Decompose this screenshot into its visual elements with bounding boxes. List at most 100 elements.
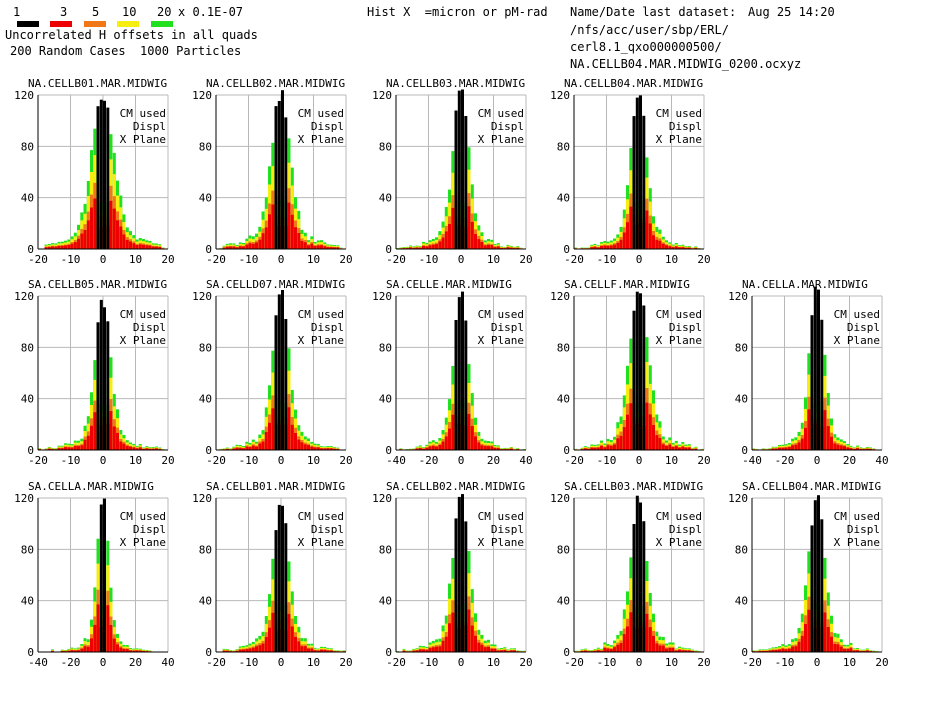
histogram-bar bbox=[122, 234, 126, 249]
histogram-bar bbox=[674, 650, 678, 652]
histogram-bar bbox=[791, 646, 794, 652]
y-tick-label: 120 bbox=[14, 492, 34, 505]
histogram-bar bbox=[596, 650, 600, 652]
y-tick-label: 120 bbox=[550, 290, 570, 303]
x-tick-label: -10 bbox=[61, 253, 81, 266]
x-tick-label: -40 bbox=[28, 656, 48, 669]
histogram-bar bbox=[316, 650, 320, 652]
histogram-bar bbox=[477, 642, 481, 652]
y-tick-label: 40 bbox=[199, 393, 212, 406]
x-tick-label: -20 bbox=[206, 454, 226, 467]
histogram-bar bbox=[320, 245, 323, 249]
y-tick-label: 120 bbox=[14, 89, 34, 102]
y-tick-label: 80 bbox=[21, 341, 34, 354]
histogram-bar bbox=[310, 648, 314, 652]
panel-title: SA.CELLE.MAR.MIDWIG bbox=[386, 278, 512, 291]
histogram-bar bbox=[487, 244, 490, 249]
histogram-bar bbox=[596, 247, 600, 249]
histogram-bar bbox=[284, 319, 288, 450]
histogram-bar bbox=[268, 422, 271, 450]
y-tick-label: 40 bbox=[379, 595, 392, 608]
histogram-panel: NA.CELLB02.MAR.MIDWIG 0 40 80 120 -20 -10 0 10 20… bbox=[192, 77, 353, 266]
histogram-bar bbox=[606, 445, 610, 450]
histogram-bar bbox=[464, 521, 468, 652]
histogram-bar bbox=[73, 446, 77, 450]
y-tick-label: 0 bbox=[27, 243, 34, 256]
histogram-panel: SA.CELLB03.MAR.MIDWIG 0 40 80 120 -20 -10 0 10 20… bbox=[550, 480, 711, 669]
histogram-bar bbox=[645, 402, 649, 450]
histogram-bar bbox=[222, 650, 226, 652]
histogram-bar bbox=[83, 439, 87, 450]
panel-annotation: Displ bbox=[491, 120, 524, 133]
x-tick-label: 0 bbox=[458, 656, 465, 669]
x-tick-label: -20 bbox=[28, 454, 48, 467]
histogram-bar bbox=[112, 426, 116, 450]
histogram-bar bbox=[264, 636, 268, 652]
histogram-bar bbox=[632, 310, 636, 450]
histogram-bar bbox=[830, 636, 833, 652]
histogram-bar bbox=[794, 646, 798, 652]
x-tick-label: -10 bbox=[419, 656, 439, 669]
histogram-bar bbox=[80, 233, 84, 249]
histogram-bar bbox=[642, 305, 646, 450]
x-tick-label: 10 bbox=[307, 253, 320, 266]
histogram-bar bbox=[109, 625, 113, 652]
histogram-bar bbox=[425, 649, 429, 652]
histogram-bar bbox=[142, 448, 145, 450]
histogram-bar bbox=[103, 307, 106, 450]
histogram-bar bbox=[461, 291, 464, 450]
y-tick-label: 0 bbox=[563, 646, 570, 659]
histogram-bar bbox=[135, 245, 139, 249]
histogram-bar bbox=[509, 247, 513, 249]
histogram-bar bbox=[303, 444, 307, 450]
histogram-bar bbox=[645, 210, 649, 249]
histogram-bar bbox=[112, 638, 116, 652]
histogram-bar bbox=[313, 246, 317, 249]
histogram-bar bbox=[132, 243, 136, 249]
panel-annotation: CM used bbox=[656, 308, 702, 321]
x-tick-label: 0 bbox=[458, 253, 465, 266]
histogram-bar bbox=[674, 446, 678, 450]
histogram-bar bbox=[57, 448, 61, 450]
histogram-bar bbox=[255, 646, 258, 652]
histogram-bar bbox=[422, 448, 425, 450]
histogram-bar bbox=[235, 447, 239, 450]
y-tick-label: 120 bbox=[192, 492, 212, 505]
histogram-bar bbox=[109, 411, 113, 450]
histogram-bar bbox=[261, 643, 265, 652]
histogram-bar bbox=[125, 649, 129, 652]
histogram-bar bbox=[268, 627, 271, 652]
histogram-bar bbox=[64, 245, 67, 249]
histogram-panel: NA.CELLA.MAR.MIDWIG 0 40 80 120 -40 -20 0 20 40 CM… bbox=[728, 278, 889, 467]
histogram-bar bbox=[287, 407, 291, 450]
panel-title: SA.CELLD07.MAR.MIDWIG bbox=[206, 278, 345, 291]
x-tick-label: 10 bbox=[665, 656, 678, 669]
y-tick-label: 120 bbox=[372, 492, 392, 505]
x-tick-label: 0 bbox=[100, 253, 107, 266]
panel-annotation: Displ bbox=[133, 523, 166, 536]
histogram-bar bbox=[300, 240, 304, 249]
y-tick-label: 40 bbox=[21, 192, 34, 205]
histogram-bar bbox=[480, 644, 484, 652]
histogram-bar bbox=[448, 224, 451, 249]
histogram-bar bbox=[290, 626, 294, 652]
histogram-bar bbox=[274, 315, 278, 450]
panel-annotation: CM used bbox=[120, 510, 166, 523]
y-tick-label: 120 bbox=[372, 290, 392, 303]
histogram-bar bbox=[225, 246, 229, 249]
x-tick-label: 0 bbox=[636, 656, 643, 669]
x-tick-label: 20 bbox=[843, 454, 856, 467]
x-tick-label: 40 bbox=[875, 454, 888, 467]
y-tick-label: 120 bbox=[192, 290, 212, 303]
histogram-bar bbox=[804, 427, 807, 450]
histogram-bar bbox=[632, 116, 636, 249]
histogram-bar bbox=[470, 221, 474, 249]
y-tick-label: 40 bbox=[379, 393, 392, 406]
x-tick-label: -10 bbox=[775, 656, 795, 669]
panel-annotation: X Plane bbox=[656, 133, 702, 146]
histogram-bar bbox=[145, 448, 149, 450]
histogram-bar bbox=[674, 246, 678, 249]
panel-annotation: CM used bbox=[298, 308, 344, 321]
histogram-panel: SA.CELLD07.MAR.MIDWIG 0 40 80 120 -20 -10 0 10 20… bbox=[192, 278, 353, 467]
histogram-bar bbox=[294, 433, 297, 450]
